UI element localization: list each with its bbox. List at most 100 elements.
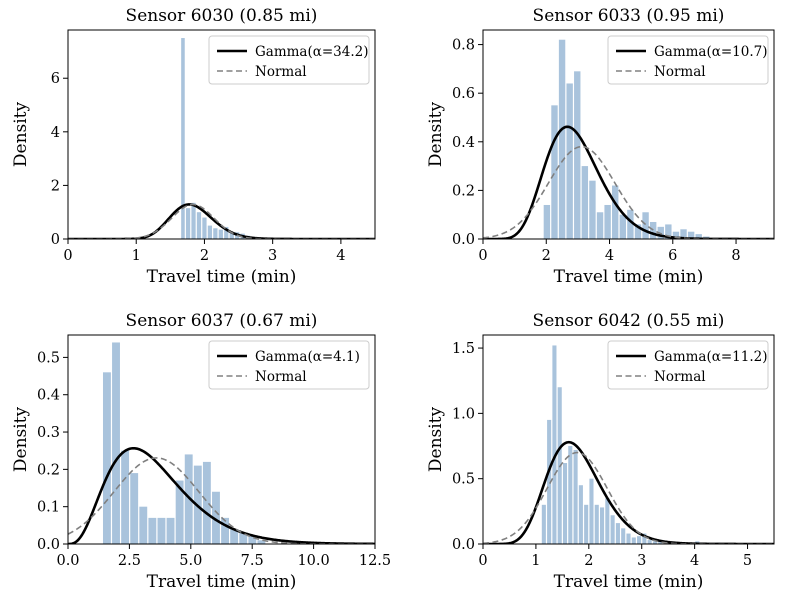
histogram-bar <box>181 38 185 239</box>
y-tick-label: 0 <box>51 232 60 248</box>
histogram-bar <box>221 517 230 544</box>
y-tick-label: 2 <box>51 178 60 194</box>
histogram-bar <box>552 345 557 544</box>
histogram-bar <box>157 517 166 544</box>
histogram-bar <box>605 498 610 544</box>
histogram-bar <box>574 71 581 239</box>
x-tick-label: 8 <box>731 248 740 264</box>
y-axis-label: Density <box>11 406 31 472</box>
histogram-bar <box>212 491 220 544</box>
histogram-bar <box>621 528 626 544</box>
histogram-bar <box>594 504 599 544</box>
subplot-title: Sensor 6042 (0.55 mi) <box>533 311 725 331</box>
histogram-bar <box>230 529 239 544</box>
gamma-fit-line <box>483 440 774 544</box>
histogram-bar <box>562 463 568 544</box>
histogram-bar <box>224 226 229 239</box>
x-tick-label: 2.5 <box>118 553 141 569</box>
x-tick-label: 0 <box>63 248 72 264</box>
histogram-bar <box>175 480 184 544</box>
y-tick-label: 0.3 <box>37 425 60 441</box>
y-tick-label: 0.2 <box>452 183 475 199</box>
legend-gamma-label: Gamma(α=10.7) <box>654 44 768 60</box>
x-tick-label: 0 <box>478 553 487 569</box>
x-tick-label: 4 <box>605 248 614 264</box>
y-tick-label: 6 <box>51 71 60 87</box>
legend-box <box>208 35 370 85</box>
legend: Gamma(α=10.7) Normal <box>607 35 769 85</box>
histogram-bar <box>627 209 634 239</box>
x-tick-label: 4 <box>336 248 345 264</box>
y-tick-label: 1.0 <box>452 406 475 422</box>
histogram-bar <box>248 536 257 544</box>
y-tick-label: 0.4 <box>452 135 475 151</box>
histogram-bar <box>218 229 223 239</box>
histogram-bar <box>551 105 558 239</box>
legend: Gamma(α=34.2) Normal <box>208 35 370 85</box>
x-axis-label: Travel time (min) <box>147 267 297 287</box>
histogram-bar <box>589 478 594 544</box>
legend: Gamma(α=11.2) Normal <box>607 340 769 390</box>
histogram-bar <box>148 517 157 544</box>
subplot-1: 0 1 2 3 4 0 2 4 6 Sensor 6030 (0.85 mi) Travel tim… <box>11 6 376 287</box>
subplot-2: 0 2 4 6 8 0.0 0.2 0.4 0.6 0.8 Sensor 6033 (0.95 mi… <box>426 6 775 287</box>
x-axis-label: Travel time (min) <box>147 572 297 592</box>
histogram-bar <box>547 419 552 544</box>
x-tick-label: 5 <box>743 553 752 569</box>
subplot-title: Sensor 6033 (0.95 mi) <box>533 6 725 26</box>
histogram-bar <box>239 532 248 544</box>
histogram-bar <box>680 229 687 239</box>
axes-frame <box>67 334 376 545</box>
histogram-bar <box>121 450 130 544</box>
legend-normal-label: Normal <box>654 369 706 385</box>
histogram-bar <box>672 231 680 239</box>
y-tick-label: 0.0 <box>452 232 475 248</box>
x-tick-label: 2 <box>200 248 209 264</box>
histogram-bar <box>139 506 148 544</box>
histogram-bar <box>112 342 120 544</box>
histogram-bar <box>687 231 695 239</box>
legend-normal-label: Normal <box>255 64 307 80</box>
y-tick-label: 0.6 <box>452 86 475 102</box>
histogram-bar <box>626 533 631 544</box>
histogram-bar <box>665 224 672 239</box>
histogram-bar <box>257 540 266 544</box>
y-tick-label: 4 <box>51 125 60 141</box>
histogram-bar <box>207 225 213 239</box>
gamma-fit-line <box>68 203 375 239</box>
histogram-bar <box>610 515 615 544</box>
legend-gamma-label: Gamma(α=4.1) <box>255 349 360 365</box>
y-tick-label: 0.1 <box>37 500 60 516</box>
x-tick-label: 6 <box>668 248 677 264</box>
histogram-bar <box>658 541 663 544</box>
axes-frame <box>67 29 376 240</box>
x-tick-label: 2 <box>542 248 551 264</box>
y-axis-label: Density <box>11 101 31 167</box>
histogram-bar <box>615 523 620 544</box>
legend-gamma-label: Gamma(α=34.2) <box>255 44 369 60</box>
histogram-bars <box>543 39 710 239</box>
histogram-bar <box>612 185 619 239</box>
legend-box <box>607 35 769 85</box>
x-tick-label: 0.0 <box>56 553 79 569</box>
x-tick-label: 5.0 <box>179 553 202 569</box>
x-tick-label: 3 <box>637 553 646 569</box>
histogram-bar <box>568 446 573 544</box>
histogram-bar <box>578 485 583 544</box>
normal-fit-line <box>483 451 774 544</box>
x-tick-label: 2 <box>584 553 593 569</box>
histogram-bar <box>541 504 546 544</box>
x-tick-label: 1 <box>132 248 141 264</box>
y-tick-label: 0.5 <box>37 350 60 366</box>
x-tick-label: 10.0 <box>297 553 329 569</box>
y-tick-label: 0.5 <box>452 472 475 488</box>
histogram-bars <box>102 342 266 544</box>
histogram-bar <box>202 461 211 544</box>
axes-frame <box>482 29 775 240</box>
y-tick-label: 0.4 <box>37 388 60 404</box>
y-tick-label: 0.0 <box>37 537 60 553</box>
histogram-bar <box>581 166 589 239</box>
histogram-bar <box>695 234 702 239</box>
subplot-3: 0.0 2.5 5.0 7.5 10.0 12.5 0.0 0.1 0.2 0.3 0.4 0.5 Se… <box>11 311 391 592</box>
